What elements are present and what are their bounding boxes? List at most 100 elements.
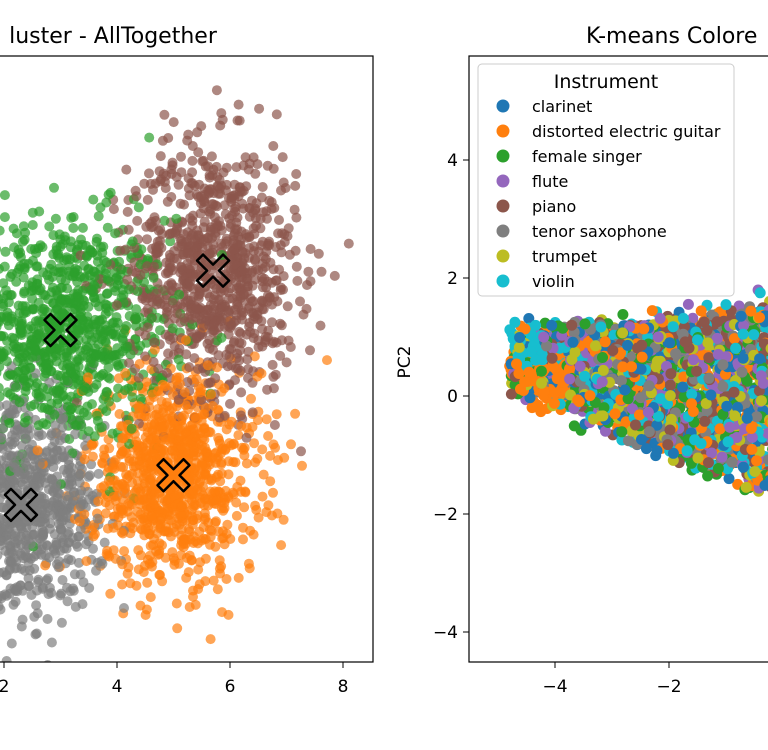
left-data-point: [24, 670, 34, 680]
left-data-point: [238, 522, 248, 533]
left-data-point: [88, 383, 99, 393]
left-data-point: [157, 540, 167, 551]
left-data-point: [161, 367, 172, 378]
left-data-point: [131, 304, 142, 315]
left-data-point: [141, 450, 152, 461]
left-data-point: [146, 511, 157, 522]
left-data-point: [268, 141, 279, 151]
left-data-point: [267, 317, 277, 328]
left-data-point: [133, 564, 144, 575]
left-data-point: [131, 580, 142, 591]
right-panel: K-means Colore PC2 4 2 0 −2 −4 −4 −2 Ins…: [395, 24, 768, 697]
left-data-point: [95, 263, 106, 274]
left-data-point: [30, 381, 41, 392]
left-data-point: [95, 242, 106, 253]
left-data-point: [18, 373, 29, 384]
left-data-point: [125, 349, 136, 360]
left-data-point: [191, 302, 202, 313]
left-data-point: [241, 181, 252, 192]
left-data-point: [202, 232, 213, 243]
left-data-point: [0, 391, 5, 402]
left-data-point: [81, 556, 92, 567]
left-data-point: [93, 468, 104, 479]
left-data-point: [74, 477, 85, 488]
left-data-point: [74, 516, 85, 527]
left-data-point: [19, 417, 30, 428]
left-data-point: [146, 313, 157, 324]
left-data-point: [66, 403, 77, 414]
left-data-point: [291, 212, 302, 223]
left-data-point: [205, 634, 216, 645]
left-data-point: [240, 152, 251, 163]
left-data-point: [34, 459, 45, 470]
left-data-point: [197, 460, 207, 471]
left-data-point: [78, 407, 89, 418]
left-data-point: [117, 333, 128, 343]
left-data-point: [76, 234, 86, 245]
left-data-point: [199, 305, 210, 316]
left-data-point: [271, 109, 282, 120]
left-data-point: [157, 576, 168, 587]
left-data-point: [0, 535, 7, 546]
left-data-point: [157, 135, 168, 146]
left-data-point: [102, 372, 113, 382]
left-data-point: [180, 335, 191, 346]
left-data-point: [0, 474, 6, 485]
left-data-point: [244, 301, 255, 312]
left-data-point: [210, 227, 221, 238]
left-data-point: [248, 246, 259, 257]
left-data-point: [171, 224, 182, 235]
left-data-point: [228, 438, 239, 449]
left-data-point: [155, 224, 166, 235]
left-data-point: [220, 185, 231, 196]
left-data-point: [248, 529, 259, 540]
left-data-point: [176, 511, 187, 522]
left-data-point: [313, 248, 324, 259]
left-data-point: [276, 185, 286, 196]
left-data-point: [50, 213, 61, 224]
left-data-point: [155, 151, 166, 162]
left-data-point: [224, 351, 235, 362]
left-data-point: [49, 409, 60, 420]
left-data-point: [121, 164, 132, 175]
left-data-point: [219, 383, 230, 394]
left-data-point: [0, 601, 4, 612]
left-data-point: [274, 215, 284, 225]
left-data-point: [286, 439, 296, 450]
left-data-point: [92, 513, 103, 524]
left-data-point: [191, 473, 202, 484]
left-data-point: [256, 272, 267, 283]
left-data-point: [77, 599, 88, 610]
left-data-point: [232, 363, 243, 374]
left-data-point: [199, 409, 210, 420]
left-data-point: [154, 241, 164, 251]
left-data-point: [130, 312, 141, 323]
left-data-point: [289, 204, 300, 215]
left-data-point: [138, 465, 149, 476]
left-data-point: [206, 151, 217, 162]
left-data-point: [77, 222, 88, 233]
left-data-point: [16, 621, 27, 632]
left-data-point: [122, 568, 133, 579]
left-data-point: [141, 604, 152, 615]
left-data-point: [31, 261, 42, 272]
left-data-point: [216, 238, 227, 249]
left-data-point: [112, 360, 123, 371]
left-data-point: [302, 280, 312, 290]
left-data-point: [0, 246, 11, 257]
left-data-point: [206, 389, 217, 400]
left-data-point: [83, 471, 94, 482]
left-data-point: [183, 183, 194, 194]
left-data-point: [191, 333, 202, 344]
left-data-point: [262, 296, 273, 307]
left-data-point: [208, 575, 219, 586]
left-data-point: [0, 432, 7, 443]
left-data-point: [164, 249, 175, 260]
left-data-point: [106, 329, 117, 340]
left-data-point: [242, 354, 253, 365]
left-scatter-points: [0, 85, 354, 680]
left-data-point: [8, 223, 19, 234]
left-data-point: [247, 407, 258, 418]
left-data-point: [26, 401, 36, 412]
left-data-point: [250, 457, 261, 468]
